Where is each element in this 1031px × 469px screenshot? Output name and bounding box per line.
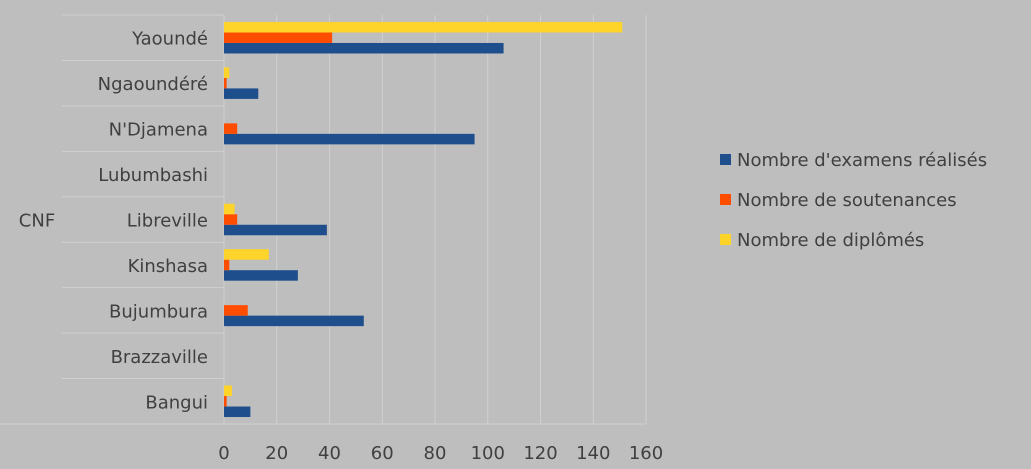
bar-0-2 [224,133,475,145]
bar-2-4 [224,203,235,215]
bar-0-0 [224,42,504,54]
bar-1-4 [224,214,238,225]
category-label: Ngaoundéré [98,74,208,95]
bar-1-6 [224,305,248,316]
bar-2-1 [224,67,230,78]
legend-swatch [720,234,731,245]
grid [0,14,647,425]
x-tick-label: 160 [629,443,663,464]
bar-1-8 [224,396,227,407]
bar-1-1 [224,77,227,89]
legend-label: Nombre de soutenances [737,190,957,211]
bar-2-5 [224,249,269,260]
bar-0-6 [224,315,364,327]
bar-0-4 [224,224,327,236]
bar-0-8 [224,406,251,418]
x-tick-label: 100 [471,443,505,464]
bar-0-1 [224,88,259,99]
x-tick-label: 20 [265,443,288,464]
legend-swatch [720,154,731,165]
category-label: Bangui [145,392,208,413]
category-label: N'Djamena [109,120,208,141]
bar-2-0 [224,21,623,33]
legend-label: Nombre d'examens réalisés [737,150,987,171]
legend: Nombre d'examens réalisés Nombre de soute… [720,150,987,251]
bar-0-5 [224,270,298,281]
category-label: Lubumbashi [98,165,208,186]
legend-label: Nombre de diplômés [737,230,924,251]
x-tick-label: 80 [424,443,447,464]
group-label: CNF [19,211,55,232]
x-tick-label: 60 [371,443,394,464]
x-tick-label: 120 [523,443,557,464]
category-label: Kinshasa [128,256,208,277]
category-label: Brazzaville [111,347,208,368]
category-label: Yaoundé [131,29,208,50]
category-label: Bujumbura [109,301,208,322]
x-tick-label: 40 [318,443,341,464]
legend-swatch [720,194,731,205]
bar-1-5 [224,259,230,271]
bar-1-2 [224,123,238,134]
x-tick-label: 140 [576,443,610,464]
labels: 0 20 40 60 80 100 120 140 160 Yaoundé Ngaoundéré N'… [19,29,663,464]
bar-1-0 [224,32,333,43]
x-tick-label: 0 [218,443,229,464]
bar-2-8 [224,385,232,397]
category-label: Libreville [127,211,208,232]
bars [224,21,623,418]
